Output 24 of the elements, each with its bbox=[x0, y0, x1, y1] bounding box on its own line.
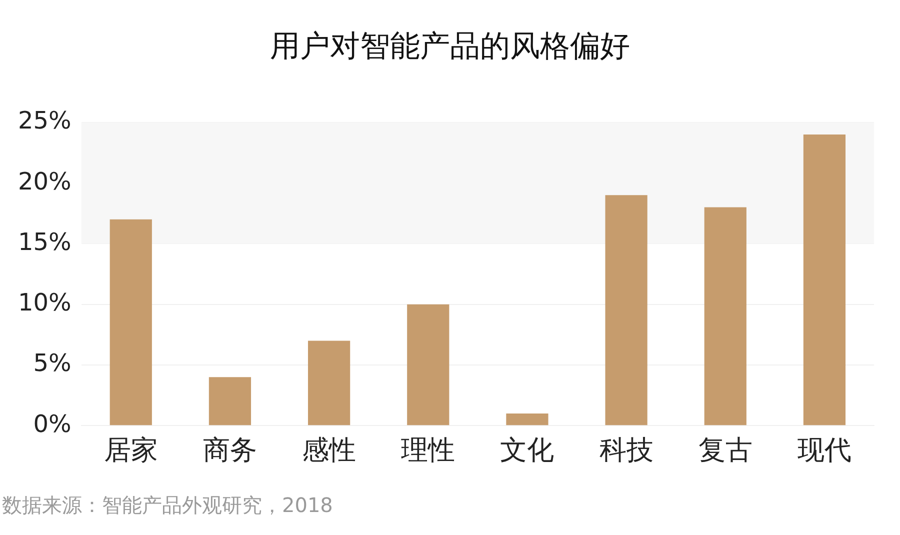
source-note: 数据来源：智能产品外观研究，2018 bbox=[2, 492, 334, 519]
bar bbox=[704, 207, 746, 426]
bar bbox=[803, 134, 846, 426]
x-tick-label: 文化 bbox=[500, 434, 554, 466]
y-tick-label: 10% bbox=[18, 288, 72, 317]
bar bbox=[208, 377, 252, 426]
x-tick-label: 现代 bbox=[797, 434, 852, 466]
y-tick-label: 25% bbox=[18, 106, 72, 135]
y-tick-label: 5% bbox=[33, 349, 72, 378]
chart-title: 用户对智能产品的风格偏好 bbox=[269, 28, 631, 66]
bar bbox=[407, 304, 450, 426]
bar bbox=[605, 195, 648, 426]
y-tick-label: 15% bbox=[18, 228, 72, 256]
bar bbox=[308, 340, 350, 426]
bar bbox=[110, 219, 152, 426]
x-tick-label: 感性 bbox=[302, 434, 356, 466]
y-tick-label: 20% bbox=[18, 167, 72, 196]
x-tick-label: 科技 bbox=[599, 434, 654, 466]
x-tick-label: 复古 bbox=[698, 434, 752, 466]
x-tick-label: 理性 bbox=[401, 434, 456, 466]
bar bbox=[506, 413, 548, 426]
x-tick-label: 商务 bbox=[202, 434, 257, 466]
y-tick-label: 0% bbox=[33, 410, 72, 438]
x-tick-label: 居家 bbox=[104, 434, 158, 466]
